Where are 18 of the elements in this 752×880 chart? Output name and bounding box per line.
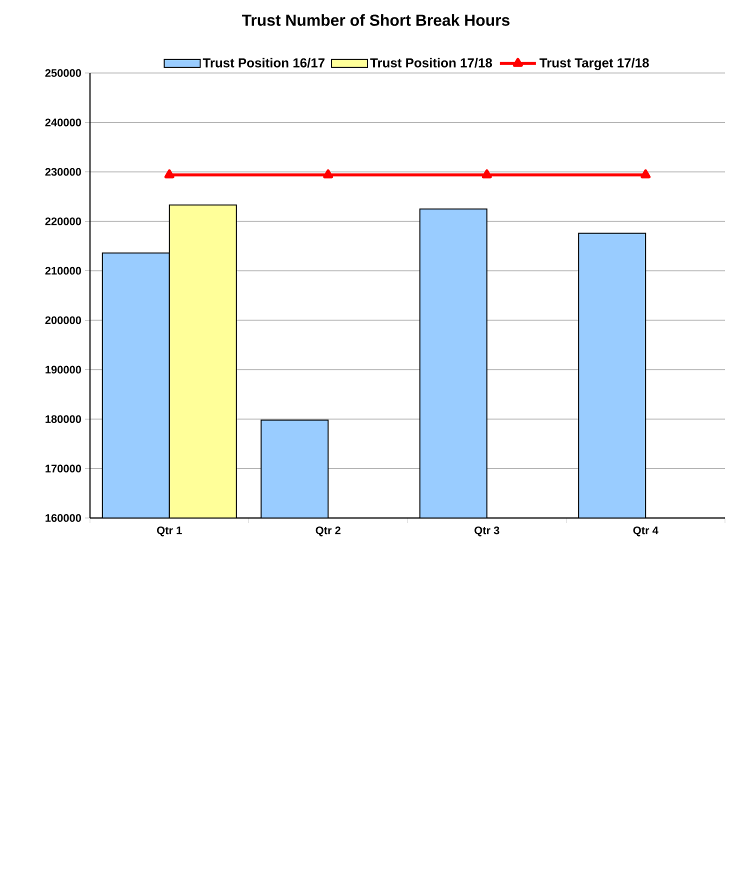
y-tick-label: 200000	[45, 316, 82, 324]
y-tick-label: 190000	[46, 366, 82, 374]
y-tick-label: 250000	[45, 69, 82, 77]
y-tick-label: 210000	[45, 266, 82, 275]
chart-title: Trust Number of Short Break Hours	[242, 14, 510, 26]
x-tick-label: Qtr 2	[316, 526, 340, 536]
legend-label: Trust Position 16/17	[202, 58, 324, 68]
y-tick-label: 160000	[46, 514, 82, 522]
x-tick-label: Qtr 4	[633, 526, 658, 536]
y-tick-label: 230000	[45, 168, 82, 176]
legend-label: Trust Target 17/18	[540, 58, 649, 70]
y-tick-label: 240000	[45, 118, 82, 126]
legend-label: Trust Position 17/18	[370, 58, 492, 68]
y-tick-label: 220000	[45, 217, 82, 226]
y-tick-label: 170000	[46, 464, 82, 472]
x-tick-label: Qtr 1	[157, 526, 182, 536]
x-tick-label: Qtr 3	[474, 526, 500, 536]
y-tick-label: 180000	[46, 415, 82, 423]
